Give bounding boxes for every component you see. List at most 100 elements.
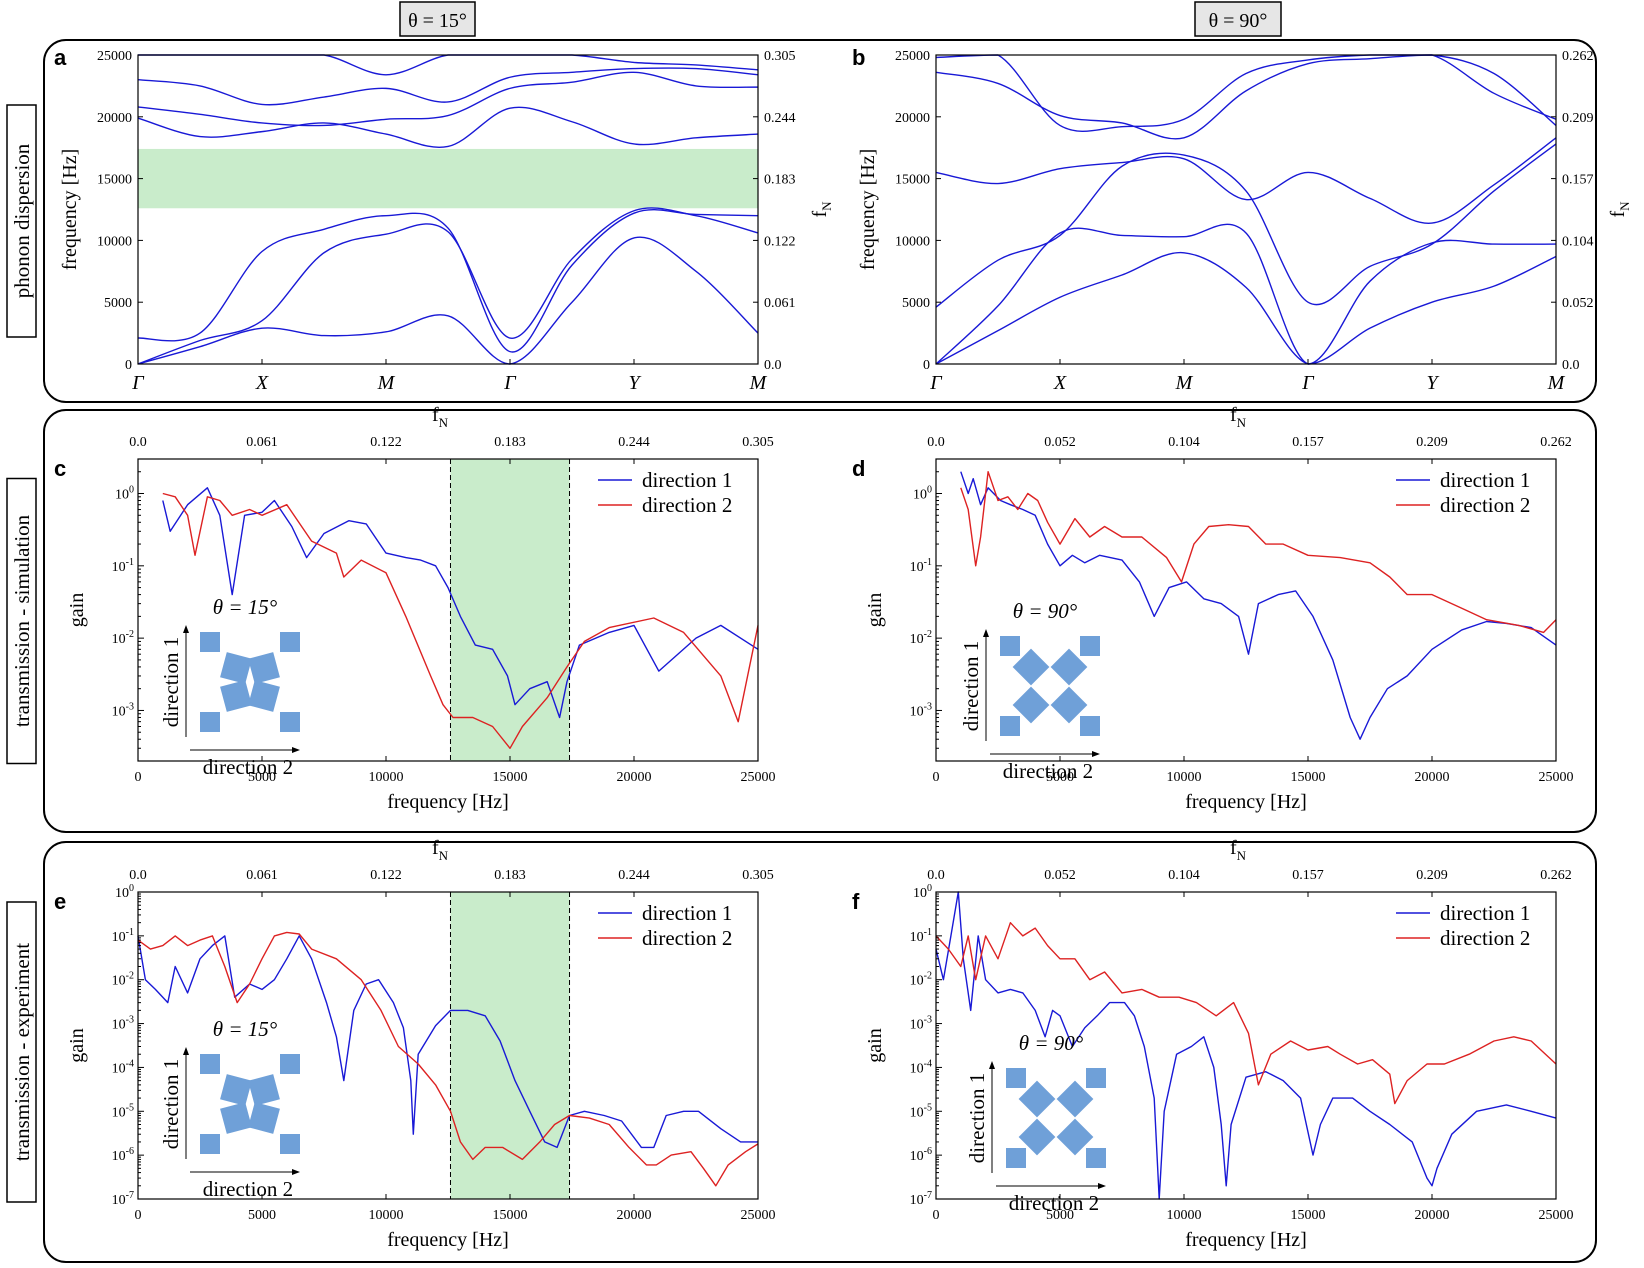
inset-arrowhead: [292, 747, 300, 753]
y-tick-label: 100: [913, 485, 932, 503]
plot-frame: [137, 891, 759, 1200]
direction-2-series: [162, 492, 759, 749]
x-tick-label: M: [377, 372, 396, 394]
lattice-square: [1000, 716, 1020, 736]
x2-tick-label: 0.209: [1416, 868, 1448, 883]
y-axis-label: gain: [864, 593, 886, 627]
x-tick-label: 15000: [1291, 1208, 1326, 1223]
x2-tick-label: 0.157: [1292, 868, 1324, 883]
plot-frame: [137, 458, 759, 762]
y-axis-label-group: frequency [Hz]: [59, 149, 81, 271]
row-box-3: [43, 841, 1597, 1263]
lattice-square: [1000, 636, 1020, 656]
inset-lattice: [1000, 636, 1100, 736]
direction-2-series: [960, 471, 1557, 634]
x2-tick-label: 0.209: [1416, 435, 1448, 450]
x2-tick-label: 0.0: [927, 868, 945, 883]
y-tick-label: 5000: [104, 296, 132, 311]
lattice-square: [1018, 1080, 1056, 1118]
legend-label-1: direction 1: [642, 468, 732, 492]
lattice-square: [1080, 636, 1100, 656]
x2-tick-label: 0.305: [742, 868, 774, 883]
y2-axis-label: fN: [1607, 201, 1632, 218]
inset-arrowhead: [183, 625, 189, 633]
x-tick-label: 0: [135, 770, 142, 785]
dispersion-branch-1: [137, 236, 759, 365]
y-tick-label: 100: [115, 883, 134, 901]
x2-tick-label: 0.0: [129, 435, 147, 450]
x-tick-label: X: [1053, 372, 1067, 394]
dispersion-branch-2: [137, 207, 759, 365]
x-tick-label: 5000: [248, 770, 276, 785]
x2-tick-label: 0.061: [246, 435, 278, 450]
y-axis-label-group: gain: [66, 1028, 88, 1062]
inset-vertical-label: direction 1: [159, 1059, 183, 1149]
band-gap-region: [138, 148, 758, 209]
y2-tick-label: 0.262: [1562, 49, 1594, 64]
plot-frame: [935, 458, 1557, 762]
x2-tick-label: 0.0: [927, 435, 945, 450]
x-tick-label: M: [749, 372, 768, 394]
side-label-box: [6, 477, 37, 765]
x-tick-label: 5000: [248, 1208, 276, 1223]
y-tick-label: 10-6: [910, 1146, 932, 1164]
lattice-square: [200, 1134, 220, 1154]
lattice-square: [1086, 1148, 1106, 1168]
panel-label: f: [852, 889, 860, 914]
y-tick-label: 10-1: [910, 927, 932, 945]
y-tick-label: 10000: [895, 234, 930, 249]
y-tick-label: 20000: [97, 111, 132, 126]
header-angle-box-1: [399, 1, 476, 37]
lattice-square: [200, 712, 220, 732]
y-tick-label: 10-5: [112, 1102, 134, 1120]
y2-axis-label-group: fN: [1607, 201, 1632, 218]
lattice-square: [1018, 1118, 1056, 1156]
y-axis-label-group: gain: [864, 593, 886, 627]
y2-tick-label: 0.157: [1562, 173, 1594, 188]
band-gap-region: [450, 459, 570, 761]
x2-tick-label: 0.122: [370, 435, 402, 450]
x-tick-label: 10000: [1167, 770, 1202, 785]
side-label-text: transmission - experiment: [10, 943, 34, 1161]
y-tick-label: 10-1: [910, 557, 932, 575]
y-axis-label: frequency [Hz]: [857, 149, 879, 271]
y-tick-label: 10-7: [112, 1190, 134, 1208]
lattice-square: [248, 680, 280, 712]
inset-vertical-label-group: direction 1: [965, 1073, 989, 1163]
y-axis-label: gain: [66, 593, 88, 627]
x-tick-label: 10000: [369, 770, 404, 785]
x-tick-label: Γ: [929, 372, 943, 394]
x2-tick-label: 0.262: [1540, 868, 1572, 883]
y2-axis-label-group: fN: [809, 201, 834, 218]
row-side-label-3: transmission - experiment: [6, 901, 37, 1203]
y-tick-label: 10-2: [910, 971, 932, 989]
y2-tick-label: 0.209: [1562, 111, 1594, 126]
x2-tick-label: 0.244: [618, 868, 650, 883]
y-tick-label: 10-4: [112, 1058, 134, 1076]
panel-a: 0 0.0 5000 0.061 10000 0.122 15000 0.183 20000 0.…: [54, 45, 834, 394]
x-tick-label: 20000: [617, 770, 652, 785]
panel-f: 0 5000 10000 15000 20000 25000 0.0 0.052 0.104 0.…: [852, 837, 1574, 1251]
side-label-box: [6, 901, 37, 1203]
x2-axis-label: fN: [432, 837, 449, 863]
x-tick-label: Γ: [1301, 372, 1315, 394]
lattice-square: [220, 1074, 252, 1106]
inset-arrowhead: [983, 629, 989, 637]
x-tick-label: Y: [628, 372, 641, 394]
inset-arrowhead: [292, 1169, 300, 1175]
row-box-1: [43, 39, 1597, 403]
y-tick-label: 10000: [97, 234, 132, 249]
y-tick-label: 100: [115, 485, 134, 503]
x-tick-label: 0: [933, 770, 940, 785]
x2-tick-label: 0.122: [370, 868, 402, 883]
dispersion-branch-4: [137, 106, 759, 149]
y2-tick-label: 0.122: [764, 234, 796, 249]
header-angle-label-2: θ = 90°: [1209, 10, 1268, 32]
legend-label-1: direction 1: [1440, 901, 1530, 925]
plot-frame: [935, 54, 1557, 365]
y-axis-label: gain: [864, 1028, 886, 1062]
y-tick-label: 10-1: [112, 927, 134, 945]
inset-arrowhead: [183, 1047, 189, 1055]
legend-label-2: direction 2: [642, 926, 732, 950]
x2-tick-label: 0.262: [1540, 435, 1572, 450]
